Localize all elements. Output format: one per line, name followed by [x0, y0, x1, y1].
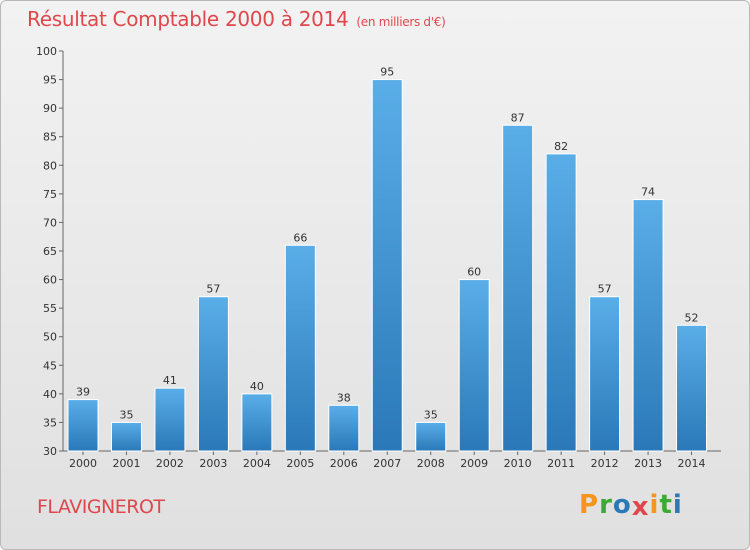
chart-subtitle: (en milliers d'€) — [356, 15, 446, 29]
logo-letter: r — [599, 490, 613, 520]
bar-2002 — [154, 387, 186, 452]
bar-2008 — [415, 421, 447, 452]
x-tick-label-2001: 2001 — [112, 457, 140, 470]
x-tick-label-2002: 2002 — [156, 457, 184, 470]
value-label-2004: 40 — [250, 380, 264, 393]
logo-letter: i — [649, 490, 660, 520]
logo-letter: i — [672, 490, 683, 520]
x-tick-label-2005: 2005 — [286, 457, 314, 470]
value-label-2014: 52 — [685, 311, 699, 324]
value-label-2012: 57 — [598, 283, 612, 296]
y-tick-label: 60 — [43, 274, 57, 287]
value-label-2010: 87 — [511, 111, 525, 124]
commune-name: FLAVIGNEROT — [37, 496, 165, 518]
value-label-2005: 66 — [293, 231, 307, 244]
y-tick-label: 85 — [43, 131, 57, 144]
proxiti-logo[interactable]: Proxiti — [579, 490, 683, 522]
x-tick-label-2003: 2003 — [199, 457, 227, 470]
y-tick-label: 35 — [43, 416, 57, 429]
bar-2012 — [589, 296, 621, 452]
x-tick-label-2006: 2006 — [330, 457, 358, 470]
y-tick-label: 40 — [43, 388, 57, 401]
value-label-2003: 57 — [206, 283, 220, 296]
bar-2004 — [241, 393, 273, 452]
x-tick-label-2004: 2004 — [243, 457, 271, 470]
x-tick-label-2013: 2013 — [634, 457, 662, 470]
bar-2013 — [632, 199, 664, 452]
y-tick-label: 65 — [43, 245, 57, 258]
value-label-2001: 35 — [119, 408, 133, 421]
bar-2003 — [197, 296, 229, 452]
bar-2005 — [284, 244, 316, 452]
bar-2001 — [110, 421, 142, 452]
x-tick-label-2012: 2012 — [591, 457, 619, 470]
chart-value-labels: 39 35 41 57 40 66 38 95 35 60 87 82 57 74 52 — [76, 66, 699, 422]
x-tick-label-2010: 2010 — [504, 457, 532, 470]
bar-2011 — [545, 153, 577, 452]
logo-letter: P — [579, 490, 600, 520]
bar-2010 — [502, 124, 534, 452]
bar-2009 — [458, 279, 490, 452]
y-tick-label: 50 — [43, 331, 57, 344]
y-tick-label: 80 — [43, 159, 57, 172]
logo-letter: t — [659, 490, 673, 520]
y-tick-label: 30 — [43, 445, 57, 458]
y-tick-label: 55 — [43, 302, 57, 315]
value-label-2013: 74 — [641, 186, 655, 199]
value-label-2000: 39 — [76, 386, 90, 399]
value-label-2002: 41 — [163, 374, 177, 387]
x-tick-label-2009: 2009 — [460, 457, 488, 470]
y-tick-label: 100 — [36, 45, 57, 58]
value-label-2011: 82 — [554, 140, 568, 153]
chart-title: Résultat Comptable 2000 à 2014 (en millie… — [27, 7, 446, 31]
value-label-2007: 95 — [380, 66, 394, 79]
x-tick-label-2011: 2011 — [547, 457, 575, 470]
bar-2007 — [371, 79, 403, 452]
y-tick-label: 95 — [43, 74, 57, 87]
bar-2006 — [328, 404, 360, 452]
chart-title-text: Résultat Comptable 2000 à 2014 — [27, 7, 349, 31]
x-tick-label-2007: 2007 — [373, 457, 401, 470]
bar-2000 — [67, 399, 99, 452]
logo-letter: x — [631, 492, 650, 522]
value-label-2006: 38 — [337, 391, 351, 404]
y-tick-label: 45 — [43, 359, 57, 372]
logo-letter: o — [612, 490, 632, 520]
chart-bars — [67, 79, 708, 452]
x-tick-label-2000: 2000 — [69, 457, 97, 470]
x-tick-label-2008: 2008 — [417, 457, 445, 470]
value-label-2008: 35 — [424, 408, 438, 421]
y-tick-label: 90 — [43, 102, 57, 115]
x-tick-label-2014: 2014 — [678, 457, 706, 470]
y-tick-label: 75 — [43, 188, 57, 201]
value-label-2009: 60 — [467, 266, 481, 279]
bar-2014 — [676, 324, 708, 452]
chart-axes: 30 35 40 45 50 55 60 65 70 75 80 85 90 95 100 2000 2001 2… — [36, 45, 721, 470]
y-tick-label: 70 — [43, 216, 57, 229]
